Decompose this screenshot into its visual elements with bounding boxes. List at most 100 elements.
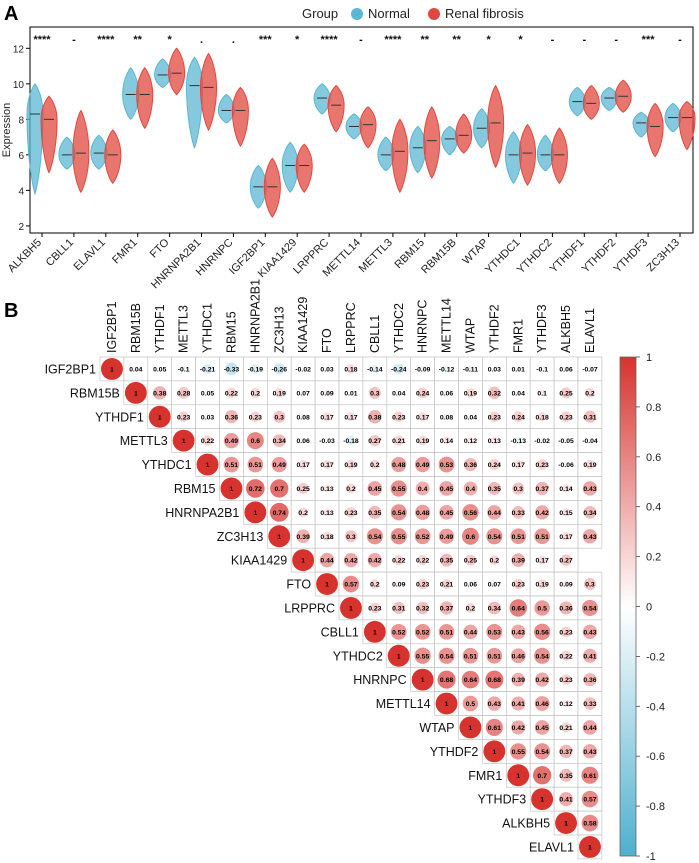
correlation-value: 1: [492, 749, 496, 756]
correlation-value: 0.24: [488, 462, 501, 469]
correlation-circle: [462, 504, 479, 521]
correlation-circle: [417, 555, 428, 566]
violin-renal-fibrosis: [487, 84, 505, 169]
correlation-value: 0.64: [464, 677, 477, 684]
correlation-value: 1: [588, 844, 592, 851]
correlation-circle: [300, 413, 307, 420]
correlation-circle: [250, 387, 261, 398]
correlation-circle: [512, 482, 525, 495]
correlation-circle: [441, 579, 452, 590]
correlation-value: 0.23: [488, 414, 501, 421]
correlation-value: 0.32: [416, 605, 429, 612]
correlation-circle: [463, 624, 478, 640]
correlation-circle: [325, 438, 329, 443]
correlation-circle: [582, 481, 598, 496]
correlation-value: -0.02: [534, 438, 550, 445]
row-label: RBM15: [174, 482, 216, 496]
correlation-circle: [563, 366, 569, 372]
x-tick-label: METTL3: [357, 237, 395, 275]
correlation-circle: [414, 456, 431, 473]
correlation-circle: [583, 578, 596, 591]
y-tick-label: 2: [18, 222, 24, 233]
correlation-circle: [579, 836, 601, 858]
correlation-circle: [369, 434, 381, 447]
correlation-circle: [269, 502, 289, 522]
correlation-value: 0.41: [559, 797, 572, 804]
correlation-circle: [438, 456, 455, 473]
row-label: ELAVL1: [529, 840, 574, 854]
correlation-circle: [466, 365, 475, 373]
violin-renal-fibrosis: [455, 113, 473, 154]
correlation-value: 0.43: [583, 486, 596, 493]
correlation-value: 0.23: [559, 677, 572, 684]
correlation-value: 0.6: [466, 534, 476, 541]
correlation-value: 0.42: [344, 558, 357, 565]
correlation-value: 0.45: [368, 486, 381, 493]
correlation-value: 1: [540, 797, 544, 804]
legend-renal-fibrosis-swatch: [428, 8, 440, 20]
violin-renal-fibrosis: [359, 106, 377, 149]
correlation-circle: [483, 740, 506, 763]
correlation-circle: [510, 648, 526, 664]
correlation-value: 0.04: [392, 390, 405, 397]
correlation-circle: [490, 436, 499, 445]
violin-renal-fibrosis: [168, 47, 186, 96]
correlation-value: -0.26: [272, 366, 288, 373]
correlation-circle: [322, 531, 332, 541]
correlation-circle: [534, 528, 550, 545]
violin-renal-fibrosis: [231, 86, 249, 147]
correlation-circle: [467, 581, 474, 587]
significance-label: **: [452, 34, 461, 46]
correlation-value: -0.18: [343, 438, 359, 445]
correlation-value: 1: [253, 510, 257, 517]
correlation-circle: [466, 436, 475, 445]
row-label: ALKBH5: [502, 817, 550, 831]
colorbar-tick-label: -0.2: [646, 651, 665, 663]
correlation-circle: [300, 389, 307, 396]
correlation-value: 0.31: [583, 414, 596, 421]
correlation-value: 0.04: [129, 366, 142, 373]
correlation-circle: [561, 508, 571, 517]
correlation-circle: [301, 367, 305, 371]
correlation-value: -0.06: [558, 462, 574, 469]
correlation-circle: [562, 699, 570, 708]
correlation-value: 0.46: [536, 701, 549, 708]
correlation-value: 0.61: [583, 773, 596, 780]
column-label: ZC3H13: [272, 306, 286, 353]
legend-normal-label: Normal: [368, 6, 410, 21]
column-label: IGF2BP1: [105, 302, 119, 353]
correlation-circle: [367, 481, 383, 496]
correlation-value: 0.34: [488, 605, 501, 612]
correlation-value: 0.06: [297, 438, 310, 445]
violin-normal: [600, 86, 618, 112]
correlation-circle: [489, 411, 500, 423]
legend-renal-fibrosis-label: Renal fibrosis: [445, 6, 524, 21]
correlation-circle: [485, 670, 504, 689]
correlation-circle: [511, 696, 526, 711]
correlation-circle: [587, 366, 593, 372]
x-tick-label: FMR1: [110, 237, 140, 267]
legend-normal-swatch: [351, 8, 363, 20]
correlation-value: 0.23: [368, 605, 381, 612]
correlation-value: -0.33: [224, 366, 240, 373]
correlation-circle: [438, 647, 455, 664]
correlation-circle: [419, 365, 426, 373]
colorbar-tick-label: -1: [646, 851, 656, 863]
correlation-value: 0.05: [153, 366, 166, 373]
correlation-value: 0.48: [416, 510, 429, 517]
correlation-value: 0.03: [201, 414, 214, 421]
correlation-value: -0.02: [295, 366, 311, 373]
correlation-value: 0.51: [464, 653, 477, 660]
correlation-value: 0.7: [275, 486, 285, 493]
correlation-circle: [488, 386, 501, 400]
correlation-circle: [224, 410, 239, 424]
correlation-value: 0.19: [344, 462, 357, 469]
correlation-value: 0.06: [464, 582, 477, 589]
violin-renal-fibrosis: [40, 95, 58, 174]
violin-renal-fibrosis: [136, 67, 154, 130]
correlation-value: -0.07: [582, 366, 598, 373]
correlation-value: 0.36: [225, 414, 238, 421]
violin-renal-fibrosis: [423, 105, 441, 179]
colorbar-tick-label: 0: [646, 602, 652, 614]
correlation-value: 0.13: [488, 438, 501, 445]
